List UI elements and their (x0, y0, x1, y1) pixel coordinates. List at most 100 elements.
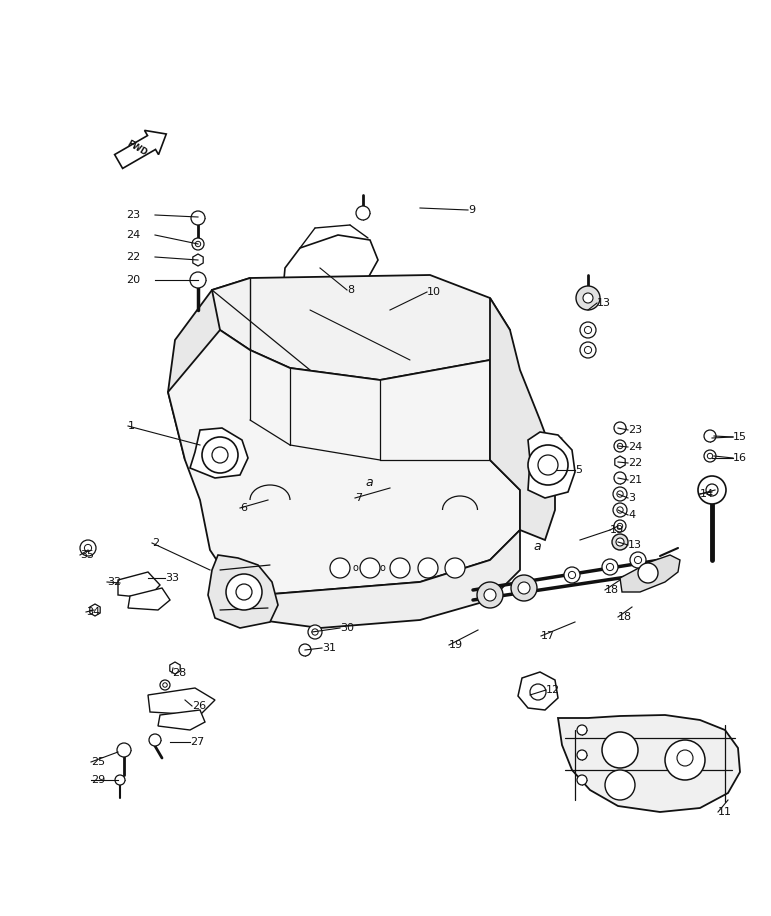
Circle shape (638, 563, 658, 583)
Text: FWD: FWD (125, 138, 149, 158)
Text: 8: 8 (347, 285, 354, 295)
Circle shape (477, 582, 503, 608)
Circle shape (677, 750, 693, 766)
Text: 19: 19 (449, 640, 463, 650)
Text: 22: 22 (126, 252, 140, 262)
Circle shape (635, 556, 641, 563)
Text: 5: 5 (575, 465, 582, 475)
Polygon shape (89, 604, 100, 616)
Polygon shape (190, 428, 248, 478)
Text: 4: 4 (628, 510, 635, 520)
Polygon shape (128, 588, 170, 610)
Circle shape (576, 286, 600, 310)
Circle shape (80, 540, 96, 556)
Circle shape (308, 625, 322, 639)
Circle shape (665, 740, 705, 780)
Circle shape (568, 572, 576, 579)
Circle shape (117, 743, 131, 757)
Text: o: o (379, 563, 385, 573)
Circle shape (190, 272, 206, 288)
Text: 27: 27 (190, 737, 204, 747)
Text: 24: 24 (628, 442, 642, 452)
Text: 31: 31 (322, 643, 336, 653)
Text: 20: 20 (126, 275, 140, 285)
Text: 24: 24 (126, 230, 140, 240)
Text: 22: 22 (628, 458, 642, 468)
Circle shape (630, 552, 646, 568)
Polygon shape (490, 298, 555, 540)
Text: 28: 28 (172, 668, 187, 678)
Polygon shape (168, 330, 520, 595)
Text: 3: 3 (628, 493, 635, 503)
Circle shape (236, 584, 252, 600)
Text: 10: 10 (427, 287, 441, 297)
Text: 2: 2 (152, 538, 159, 548)
Circle shape (530, 684, 546, 700)
Circle shape (617, 507, 623, 513)
Circle shape (330, 558, 350, 578)
Text: 13: 13 (597, 298, 611, 308)
Circle shape (163, 682, 167, 687)
Text: 6: 6 (240, 503, 247, 513)
Circle shape (584, 326, 591, 333)
Circle shape (614, 472, 626, 484)
Circle shape (511, 575, 537, 601)
Polygon shape (620, 555, 680, 592)
Circle shape (149, 734, 161, 746)
Text: 30: 30 (340, 623, 354, 633)
Circle shape (418, 558, 438, 578)
Text: 13: 13 (628, 540, 642, 550)
Circle shape (192, 238, 204, 250)
Circle shape (605, 770, 635, 800)
Circle shape (538, 455, 558, 475)
Circle shape (704, 430, 716, 442)
Circle shape (484, 589, 496, 601)
Circle shape (580, 322, 596, 338)
Text: 35: 35 (80, 550, 94, 560)
Text: 7: 7 (355, 493, 362, 503)
Text: 18: 18 (605, 585, 619, 595)
Polygon shape (118, 572, 160, 598)
Text: 18: 18 (618, 612, 632, 622)
Circle shape (613, 503, 627, 517)
Circle shape (618, 523, 623, 529)
Text: 26: 26 (192, 701, 206, 711)
Polygon shape (558, 715, 740, 812)
Polygon shape (528, 432, 575, 498)
Text: 29: 29 (91, 775, 106, 785)
Text: o: o (352, 563, 358, 573)
Polygon shape (158, 710, 205, 730)
Circle shape (160, 680, 170, 690)
Circle shape (212, 447, 228, 463)
Circle shape (614, 422, 626, 434)
Circle shape (356, 206, 370, 220)
Circle shape (202, 437, 238, 473)
Text: 1: 1 (128, 421, 135, 431)
Circle shape (577, 725, 587, 735)
Circle shape (115, 775, 125, 785)
Text: 14: 14 (700, 489, 714, 499)
Circle shape (614, 520, 626, 532)
Polygon shape (614, 456, 625, 468)
Text: 21: 21 (628, 475, 642, 485)
Text: 23: 23 (628, 425, 642, 435)
Polygon shape (230, 530, 520, 628)
Circle shape (584, 346, 591, 354)
Text: 11: 11 (718, 807, 732, 817)
Circle shape (602, 732, 638, 768)
Circle shape (564, 567, 580, 583)
Text: 12: 12 (546, 685, 560, 695)
Text: 16: 16 (733, 453, 747, 463)
Circle shape (602, 559, 618, 575)
Circle shape (84, 544, 92, 551)
Circle shape (577, 750, 587, 760)
Circle shape (528, 445, 568, 485)
Text: 32: 32 (107, 577, 121, 587)
Circle shape (607, 563, 614, 571)
Circle shape (704, 450, 716, 462)
Circle shape (613, 487, 627, 501)
Text: 9: 9 (468, 205, 475, 215)
Circle shape (583, 293, 593, 303)
Text: a: a (533, 540, 540, 553)
Circle shape (614, 440, 626, 452)
